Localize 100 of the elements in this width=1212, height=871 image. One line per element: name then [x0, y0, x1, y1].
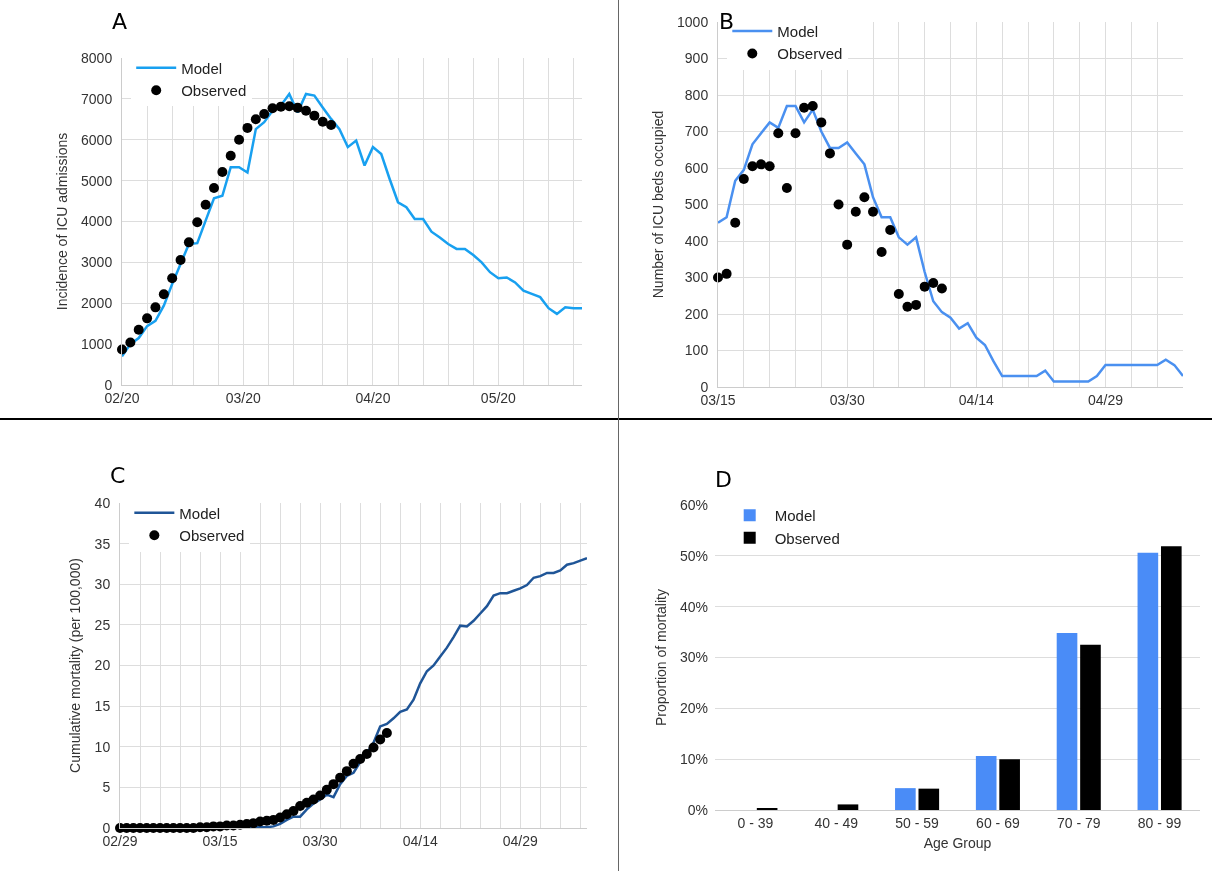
point [328, 779, 339, 790]
point [799, 102, 810, 113]
point [850, 206, 861, 217]
bar [1160, 546, 1182, 810]
bar [918, 788, 940, 810]
y-tick-label: 30 [94, 576, 111, 593]
point [807, 100, 818, 111]
point [292, 102, 303, 113]
x-tick-label: 03/30 [829, 391, 865, 408]
point [885, 225, 896, 236]
point [341, 766, 352, 777]
point [225, 150, 236, 161]
point [275, 101, 286, 112]
x-tick-label: 0 - 39 [737, 814, 774, 831]
x-tick-label: 03/20 [225, 389, 261, 406]
chart-title: B [719, 9, 735, 35]
y-tick-label: 300 [684, 269, 709, 286]
x-tick-label: 04/29 [502, 832, 539, 849]
point [721, 268, 732, 279]
point [301, 105, 311, 116]
x-tick-label: 60 - 69 [976, 814, 1020, 831]
point [125, 337, 136, 348]
point [375, 734, 386, 745]
y-tick-label: 30% [679, 649, 708, 666]
y-tick-label: 15 [94, 698, 111, 715]
legend-label: Model [179, 504, 221, 522]
bar [1137, 552, 1159, 810]
x-tick-label: 04/29 [1087, 391, 1124, 408]
x-tick-label: 03/15 [202, 832, 238, 849]
y-tick-label: 20 [94, 657, 111, 674]
point [133, 324, 144, 335]
point [175, 254, 186, 265]
y-tick-label: 40% [679, 598, 708, 615]
y-tick-label: 10% [679, 751, 708, 768]
y-tick-label: 900 [684, 50, 709, 67]
point [816, 117, 827, 128]
point [936, 283, 947, 294]
point [355, 753, 366, 764]
point [730, 217, 741, 228]
point [200, 199, 211, 210]
point [326, 120, 337, 131]
y-axis-title: Proportion of mortality [652, 589, 669, 726]
point [911, 299, 922, 310]
y-axis-title: Incidence of ICU admissions [53, 132, 70, 311]
y-tick-label: 40 [94, 494, 111, 511]
point [250, 114, 261, 125]
point [315, 790, 326, 801]
y-tick-label: 1000 [677, 13, 709, 30]
point [361, 749, 372, 760]
y-tick-label: 2000 [81, 295, 113, 312]
point [142, 313, 153, 324]
legend-label: Observed [774, 529, 840, 547]
point [288, 805, 299, 816]
point [317, 116, 328, 127]
y-tick-label: 500 [684, 196, 709, 213]
legend-label: Observed [179, 527, 245, 545]
point [833, 199, 844, 210]
point [902, 301, 913, 312]
bar [975, 756, 997, 810]
y-tick-label: 25 [94, 616, 111, 633]
point [868, 206, 878, 217]
y-tick-label: 50% [679, 547, 708, 564]
point [381, 727, 392, 738]
point [928, 277, 939, 288]
point [919, 281, 930, 292]
legend-label: Observed [181, 82, 247, 100]
y-tick-label: 5000 [81, 172, 113, 189]
x-tick-label: 80 - 99 [1137, 814, 1182, 831]
y-tick-label: 400 [684, 232, 709, 249]
point [192, 217, 203, 228]
y-axis-title: Number of ICU beds occupied [649, 110, 666, 299]
y-tick-label: 0% [687, 801, 708, 818]
y-tick-label: 100 [684, 342, 709, 359]
y-tick-label: 1000 [81, 336, 113, 353]
bar [895, 788, 916, 810]
x-tick-label: 04/14 [402, 832, 438, 849]
y-tick-label: 8000 [81, 49, 113, 66]
y-tick-label: 800 [684, 86, 709, 103]
point [368, 742, 379, 753]
legend-label: Model [774, 507, 816, 524]
chart-title: C [110, 463, 126, 489]
point [790, 128, 801, 139]
point [747, 161, 758, 172]
y-tick-label: 60% [679, 496, 708, 513]
legend-label: Observed [777, 45, 843, 63]
chart-title: D [715, 467, 732, 493]
legend-label: Model [181, 59, 223, 77]
point [259, 109, 270, 119]
y-tick-label: 35 [94, 535, 111, 552]
point [893, 288, 904, 299]
bar [1080, 644, 1101, 810]
point [217, 167, 228, 178]
y-tick-label: 4000 [81, 213, 113, 230]
y-tick-label: 200 [684, 305, 709, 322]
point [321, 784, 332, 795]
point [824, 148, 835, 159]
y-axis-title: Cumulative mortality (per 100,000) [67, 558, 84, 773]
point [234, 134, 245, 145]
y-tick-label: 7000 [81, 90, 113, 107]
point [876, 246, 887, 257]
